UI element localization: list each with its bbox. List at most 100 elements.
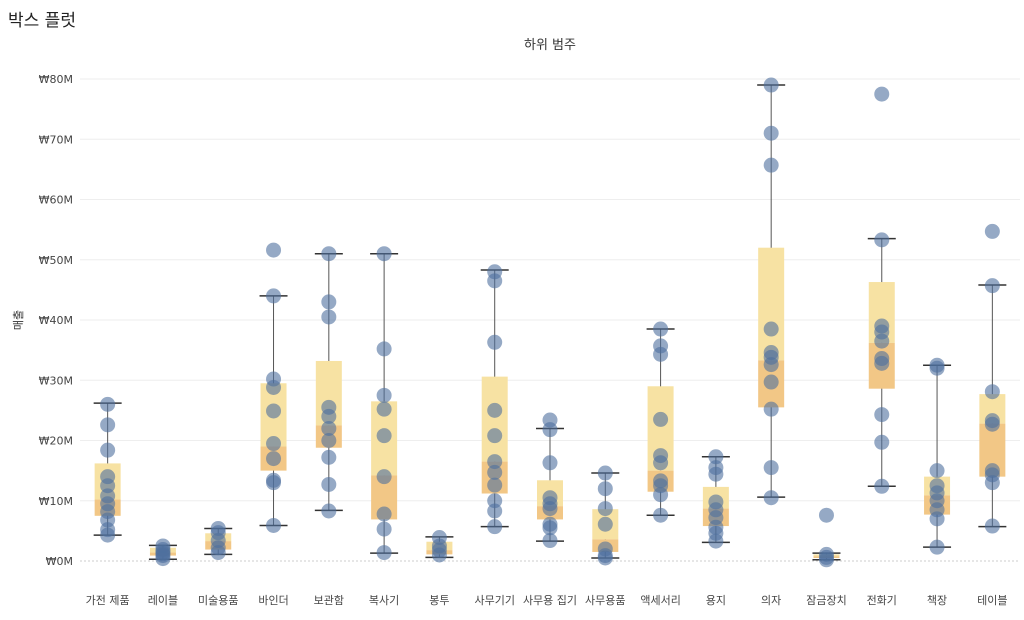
data-point — [266, 288, 282, 304]
data-point — [874, 86, 890, 102]
box-group — [480, 264, 509, 535]
data-point — [653, 507, 669, 523]
data-point — [100, 527, 116, 543]
data-point — [100, 417, 116, 433]
box-group — [148, 538, 177, 567]
x-tick-label: 가전 제품 — [86, 594, 130, 607]
y-tick-label: ₩0M — [46, 555, 73, 568]
box-upper — [758, 247, 785, 361]
grid-layer — [80, 78, 1020, 562]
data-point — [376, 428, 392, 444]
x-tick-label: 잠금장치 — [806, 594, 846, 607]
data-point — [542, 520, 558, 536]
box-group — [259, 242, 288, 533]
y-tick-label: ₩70M — [39, 133, 73, 146]
y-tick-label: ₩10M — [39, 495, 73, 508]
data-point — [266, 451, 282, 467]
data-point — [874, 333, 890, 349]
y-tick-label: ₩80M — [39, 73, 73, 86]
boxes-layer — [93, 77, 1007, 568]
data-point — [763, 460, 779, 476]
data-point — [653, 411, 669, 427]
data-point — [763, 321, 779, 337]
data-point — [984, 384, 1000, 400]
data-point — [266, 403, 282, 419]
data-point — [763, 357, 779, 373]
box-group — [812, 507, 841, 568]
data-point — [653, 487, 669, 503]
data-point — [597, 501, 613, 517]
data-point — [763, 157, 779, 173]
data-point — [266, 517, 282, 533]
data-point — [763, 401, 779, 417]
data-point — [210, 545, 226, 561]
box-group — [978, 223, 1007, 534]
x-tick-label: 미술용품 — [198, 594, 238, 607]
box-group — [867, 86, 896, 494]
data-point — [708, 466, 724, 482]
column-header: 하위 범주 — [524, 38, 576, 53]
x-tick-label: 레이블 — [148, 594, 178, 607]
data-point — [929, 463, 945, 479]
data-point — [487, 454, 503, 470]
y-axis-label: 매출 — [12, 310, 25, 330]
page-title: 박스 플럿 — [8, 11, 76, 31]
box-group — [701, 449, 730, 549]
x-tick-label: 사무용품 — [585, 594, 625, 607]
data-point — [487, 503, 503, 519]
data-point — [818, 552, 834, 568]
data-point — [929, 539, 945, 555]
box-group — [923, 357, 952, 555]
x-tick-label: 사무기기 — [474, 594, 514, 607]
data-point — [487, 402, 503, 418]
data-point — [487, 464, 503, 480]
data-point — [487, 273, 503, 289]
x-tick-label: 전화기 — [867, 594, 897, 607]
data-point — [376, 506, 392, 522]
x-tick-label: 봉투 — [429, 594, 449, 607]
box-group — [314, 246, 343, 519]
data-point — [874, 232, 890, 248]
data-point — [874, 478, 890, 494]
data-point — [431, 547, 447, 563]
x-tick-label: 사무용 집기 — [523, 594, 577, 607]
data-point — [266, 242, 282, 258]
y-tick-label: ₩20M — [39, 435, 73, 448]
x-tick-labels: 가전 제품 레이블 미술용품 바인더 보관함 복사기 봉투 사무기기 사무용 집기 사무용품 액세서… — [86, 594, 1008, 607]
y-tick-label: ₩30M — [39, 374, 73, 387]
data-point — [597, 481, 613, 497]
data-point — [818, 507, 834, 523]
data-point — [266, 379, 282, 395]
data-point — [321, 476, 337, 492]
data-point — [653, 321, 669, 337]
data-point — [542, 422, 558, 438]
data-point — [984, 223, 1000, 239]
y-tick-label: ₩50M — [39, 254, 73, 267]
box-group — [370, 246, 399, 561]
x-tick-label: 보관함 — [314, 594, 344, 607]
data-point — [708, 449, 724, 465]
data-point — [376, 341, 392, 357]
x-tick-label: 테이블 — [977, 594, 1007, 607]
data-point — [266, 475, 282, 491]
y-tick-labels: ₩0M ₩10M ₩20M ₩30M ₩40M ₩50M ₩60M ₩70M ₩80M — [39, 73, 73, 568]
data-point — [376, 387, 392, 403]
data-point — [266, 436, 282, 452]
data-point — [487, 428, 503, 444]
data-point — [321, 309, 337, 325]
data-point — [597, 465, 613, 481]
data-point — [542, 455, 558, 471]
y-tick-label: ₩60M — [39, 194, 73, 207]
data-point — [763, 77, 779, 93]
data-point — [929, 360, 945, 376]
data-point — [653, 346, 669, 362]
data-point — [763, 125, 779, 141]
data-point — [376, 469, 392, 485]
y-tick-label: ₩40M — [39, 314, 73, 327]
data-point — [984, 475, 1000, 491]
data-point — [763, 490, 779, 506]
x-tick-label: 용지 — [706, 594, 726, 607]
box-group — [93, 396, 122, 543]
data-point — [542, 533, 558, 549]
